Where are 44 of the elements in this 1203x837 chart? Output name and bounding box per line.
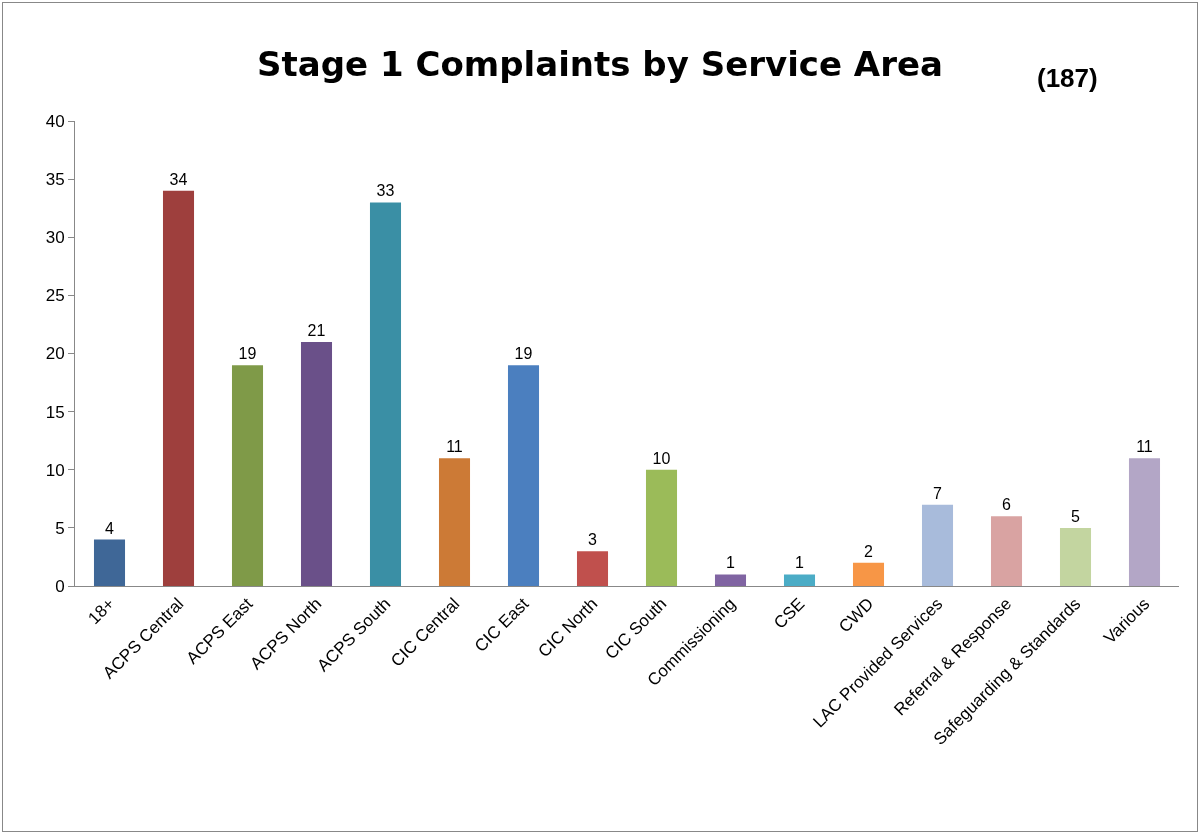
data-label: 33 <box>376 182 395 200</box>
data-label: 21 <box>307 321 326 339</box>
y-tick-label: 5 <box>55 518 65 538</box>
data-label: 7 <box>933 484 943 502</box>
bar <box>645 469 678 586</box>
data-label: 10 <box>652 449 671 467</box>
data-label: 34 <box>169 170 188 188</box>
y-tick-label: 25 <box>45 286 65 306</box>
bar <box>921 504 954 586</box>
bar <box>783 574 816 586</box>
y-tick-label: 10 <box>45 460 65 480</box>
bar <box>93 539 126 586</box>
bar <box>714 574 747 586</box>
data-label: 4 <box>105 519 115 537</box>
chart-title: Stage 1 Complaints by Service Area <box>257 44 943 85</box>
bar <box>507 365 540 586</box>
y-tick-label: 40 <box>45 111 65 131</box>
data-label: 1 <box>795 554 805 572</box>
data-label: 11 <box>1136 438 1153 456</box>
bar <box>576 551 609 586</box>
data-label: 5 <box>1071 507 1081 525</box>
y-tick-label: 15 <box>45 402 65 422</box>
bar <box>990 516 1023 586</box>
data-label: 19 <box>238 345 257 363</box>
y-tick-label: 35 <box>45 170 65 190</box>
bar <box>438 458 471 586</box>
bar <box>1059 527 1092 586</box>
y-tick-label: 0 <box>55 576 65 596</box>
y-tick-label: 20 <box>45 344 65 364</box>
data-label: 2 <box>864 542 874 560</box>
x-tick-label: 18+ <box>84 594 119 629</box>
data-label: 6 <box>1002 496 1012 514</box>
data-label: 19 <box>514 345 533 363</box>
data-label: 3 <box>588 531 598 549</box>
bar <box>369 202 402 586</box>
bar <box>162 190 195 586</box>
bar <box>231 365 264 586</box>
bar <box>852 562 885 586</box>
data-label: 1 <box>726 554 736 572</box>
bar <box>1128 458 1161 586</box>
data-label: 11 <box>446 438 463 456</box>
y-tick-label: 30 <box>45 228 65 248</box>
bar <box>300 341 333 586</box>
text: (187) <box>1037 63 1098 93</box>
